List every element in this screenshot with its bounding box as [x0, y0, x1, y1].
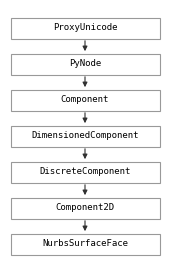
FancyBboxPatch shape	[10, 162, 160, 183]
Text: PyNode: PyNode	[69, 60, 101, 69]
FancyBboxPatch shape	[10, 125, 160, 147]
Text: DiscreteComponent: DiscreteComponent	[39, 167, 131, 176]
FancyBboxPatch shape	[10, 234, 160, 254]
Text: NurbsSurfaceFace: NurbsSurfaceFace	[42, 239, 128, 249]
FancyBboxPatch shape	[10, 18, 160, 38]
FancyBboxPatch shape	[10, 198, 160, 218]
FancyBboxPatch shape	[10, 53, 160, 74]
Text: ProxyUnicode: ProxyUnicode	[53, 23, 117, 33]
FancyBboxPatch shape	[10, 89, 160, 111]
Text: DimensionedComponent: DimensionedComponent	[31, 132, 139, 140]
Text: Component: Component	[61, 96, 109, 104]
Text: Component2D: Component2D	[55, 203, 115, 213]
